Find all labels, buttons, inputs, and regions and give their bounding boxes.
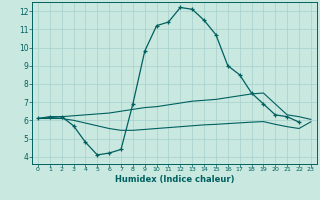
X-axis label: Humidex (Indice chaleur): Humidex (Indice chaleur) [115, 175, 234, 184]
